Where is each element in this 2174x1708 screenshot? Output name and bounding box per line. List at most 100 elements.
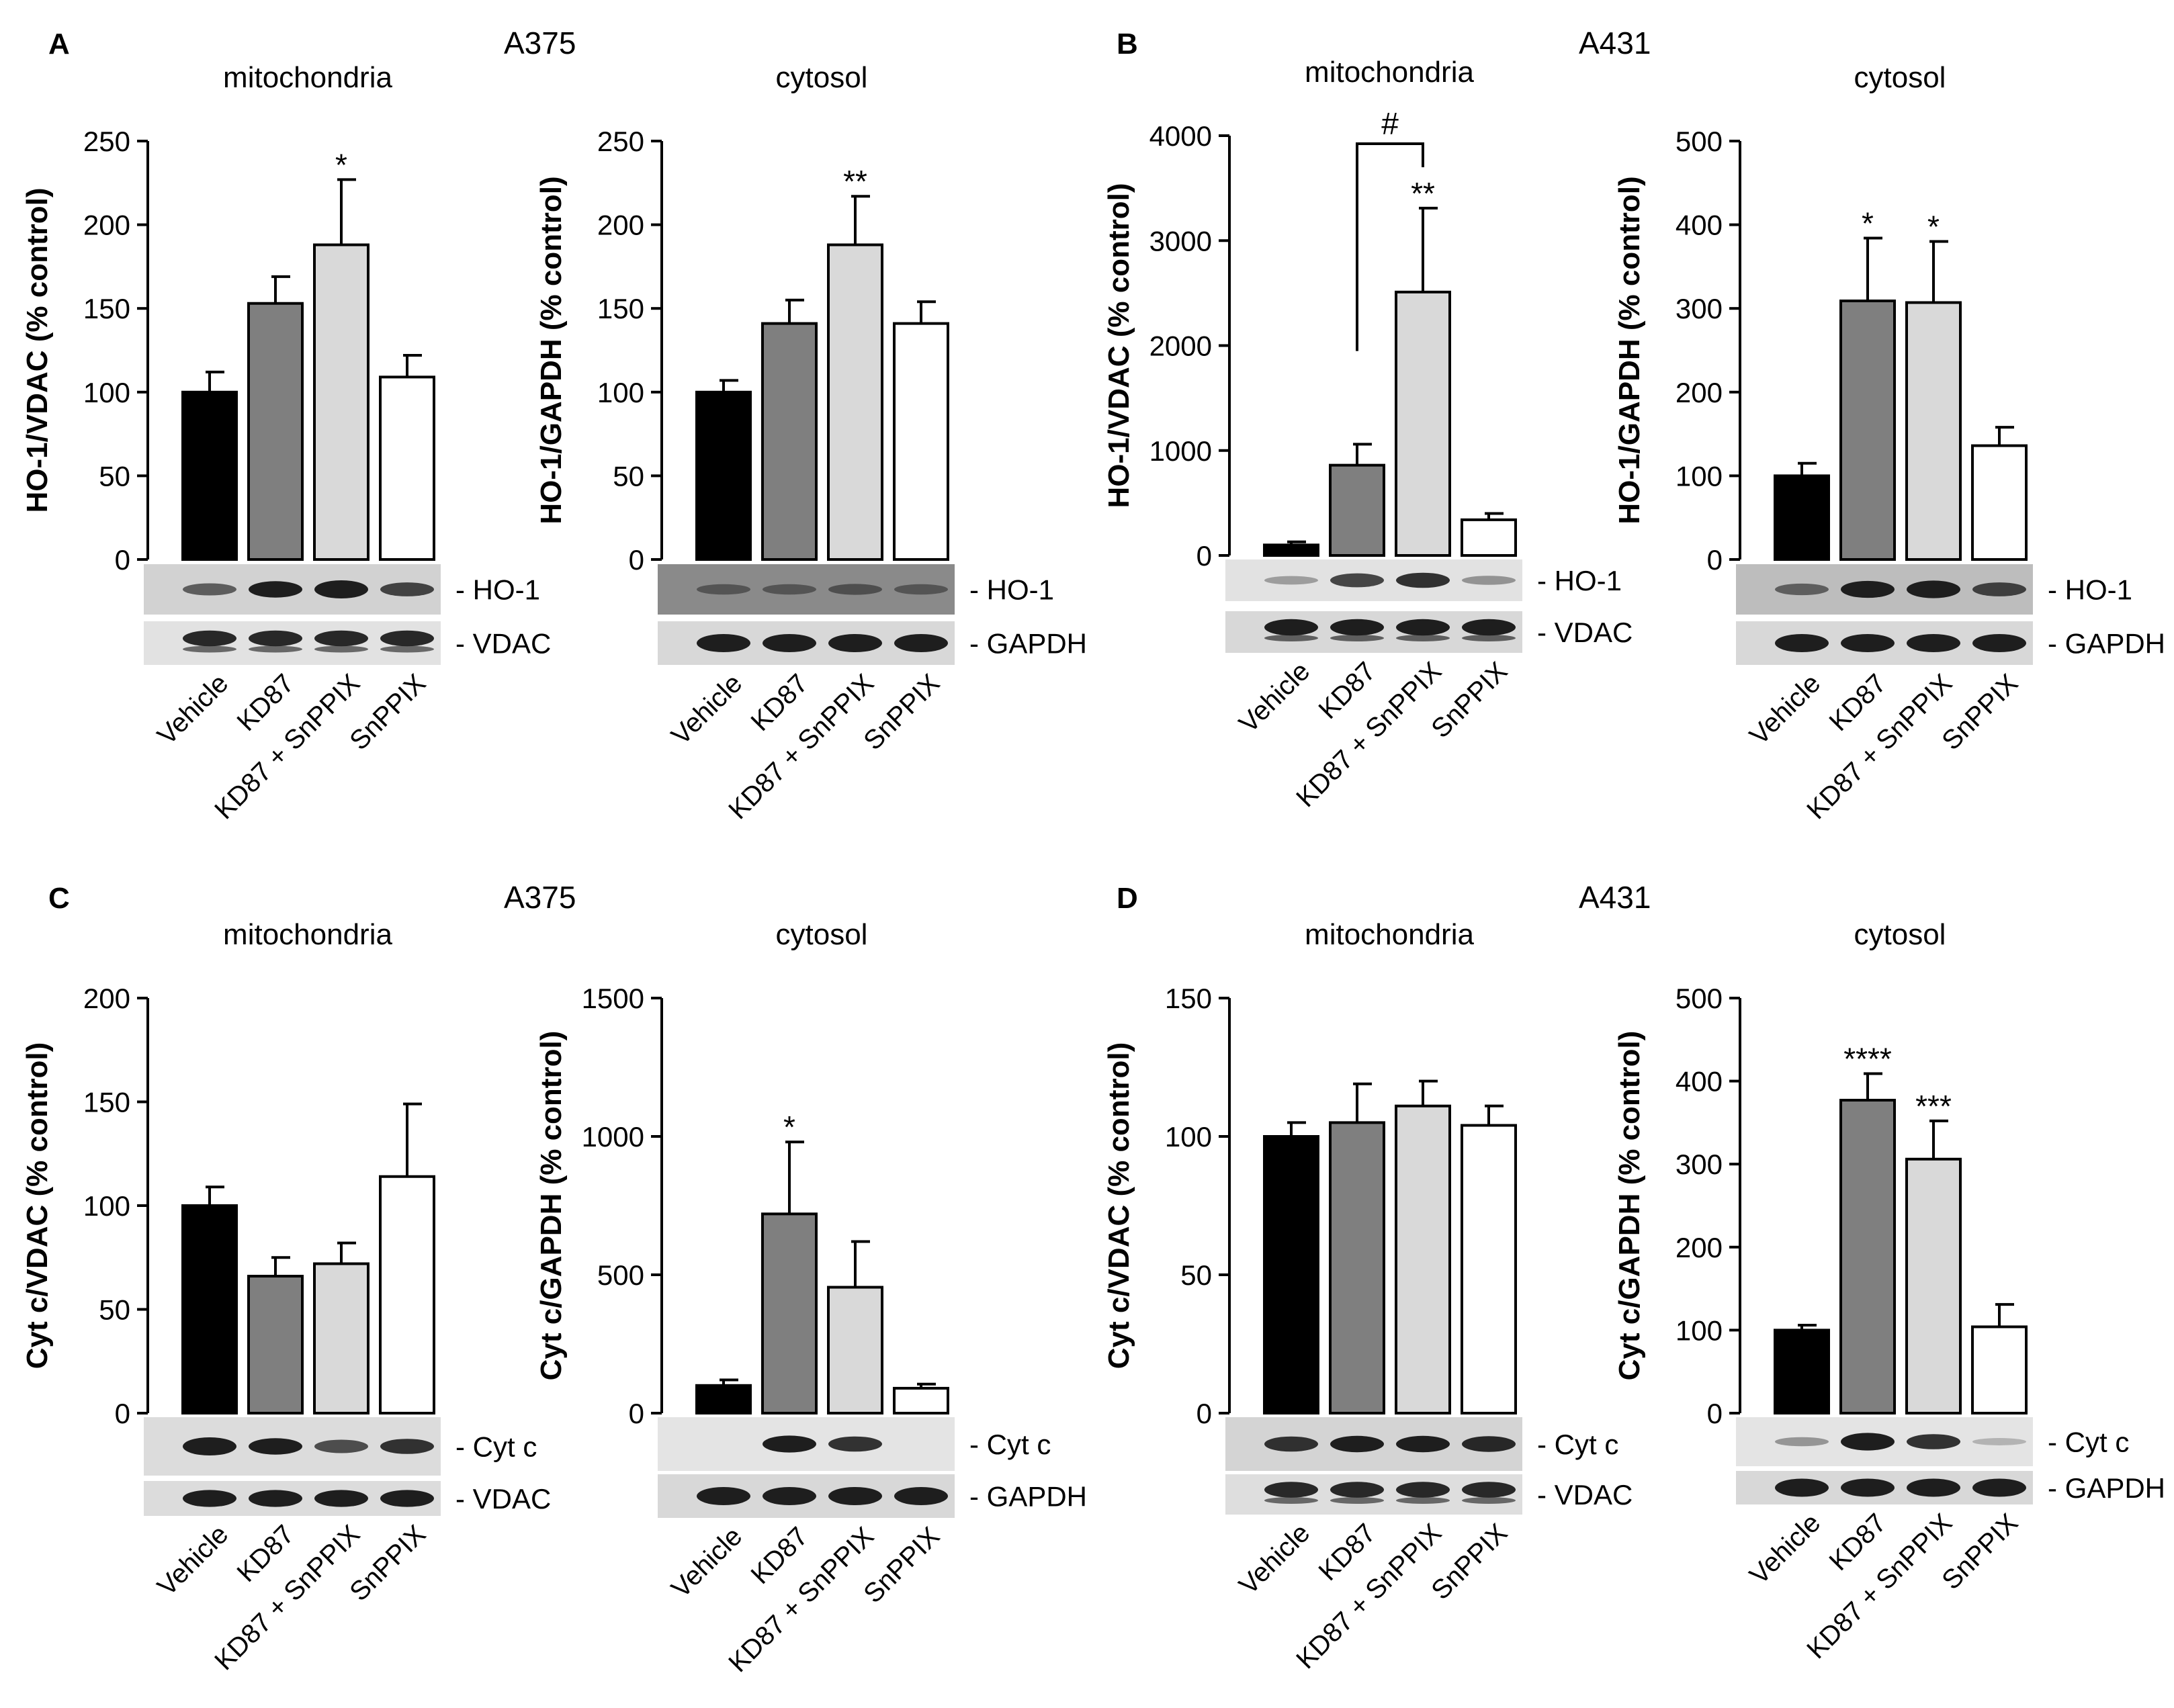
- y-axis-label: HO-1/GAPDH (% control): [535, 176, 568, 524]
- charts-layer: mitochondria 0 50 100 150 200 250 HO-1/VDAC (% …: [21, 56, 2165, 1678]
- blot-band: [1396, 619, 1450, 636]
- blot-strip-vdac: - VDAC: [1225, 611, 1633, 653]
- y-tick-label: 300: [1676, 293, 1723, 324]
- blot-band: [1396, 635, 1450, 641]
- bar-snppix: [1971, 444, 2028, 561]
- bar-vehicle: [1774, 1329, 1830, 1415]
- bar-kd87-snppix: [1905, 1157, 1962, 1415]
- blot-strip-gapdh: - GAPDH: [658, 1474, 1087, 1518]
- blot-band: [249, 581, 302, 598]
- blot-strip-vdac: - VDAC: [1225, 1474, 1633, 1515]
- blot-strip-ho-1: - HO-1: [144, 564, 540, 615]
- bar-snppix: [893, 322, 949, 561]
- y-axis-label: Cyt c/GAPDH (% control): [1613, 1031, 1646, 1381]
- y-tick-label: 0: [1707, 1398, 1723, 1429]
- y-tick-label: 100: [1676, 460, 1723, 492]
- y-tick-label: 1000: [582, 1121, 644, 1153]
- bar-vehicle: [695, 1384, 752, 1415]
- chart-title: mitochondria: [223, 918, 392, 951]
- blot-band: [1907, 580, 1960, 598]
- bar-kd87: [761, 322, 818, 561]
- blot-band: [1264, 619, 1318, 636]
- y-tick-label: 1000: [1149, 435, 1212, 467]
- blot-band: [1775, 633, 1829, 653]
- y-tick-label: 200: [1676, 377, 1723, 408]
- comparison-bracket: [1356, 142, 1424, 351]
- blot-label: - HO-1: [2048, 574, 2132, 606]
- y-tick-label: 50: [99, 1294, 130, 1326]
- blot-strip-cyt-c: - Cyt c: [1736, 1417, 2129, 1466]
- blot-strip-vdac: - VDAC: [144, 621, 551, 665]
- bar-kd87-snppix: [827, 1286, 883, 1415]
- blot-band: [894, 633, 948, 653]
- blot-band: [828, 633, 882, 653]
- bar-kd87-snppix: [313, 1262, 369, 1415]
- blot-label: - GAPDH: [2048, 628, 2165, 660]
- blot-label: - GAPDH: [969, 628, 1087, 660]
- blot-band: [1462, 1497, 1516, 1504]
- bar-vehicle: [695, 390, 752, 561]
- blot-label: - Cyt c: [1537, 1429, 1618, 1460]
- bar-kd87: [247, 302, 304, 561]
- blot-band: [1264, 1482, 1318, 1498]
- blot-strip-gapdh: - GAPDH: [658, 621, 1087, 665]
- bar-vehicle: [181, 1204, 238, 1414]
- y-tick-label: 400: [1676, 1066, 1723, 1097]
- blot-band: [249, 1438, 302, 1455]
- blot-band: [1396, 1497, 1450, 1504]
- blot-band: [1462, 1482, 1516, 1498]
- y-tick-label: 0: [629, 544, 644, 576]
- panel-letter-a: A: [48, 28, 70, 60]
- y-tick-label: 0: [115, 1398, 130, 1429]
- blot-band: [828, 584, 882, 595]
- blot-strip-ho-1: - HO-1: [1736, 564, 2132, 615]
- blot-label: - VDAC: [1537, 617, 1633, 648]
- blot-band: [1462, 635, 1516, 641]
- bar-kd87-snppix: [1905, 301, 1962, 561]
- cell-line-label-c: A375: [504, 880, 576, 915]
- blot-label: - VDAC: [455, 628, 551, 660]
- y-tick-label: 200: [1676, 1232, 1723, 1263]
- significance-mark: **: [1411, 176, 1435, 211]
- blot-band: [1330, 1497, 1384, 1504]
- y-tick-label: 3000: [1149, 225, 1212, 257]
- blot-band: [183, 1437, 236, 1456]
- blot-band: [183, 630, 236, 647]
- y-axis-label: Cyt c/VDAC (% control): [1102, 1042, 1135, 1369]
- blot-band: [1264, 1436, 1318, 1452]
- blot-strip-gapdh: - GAPDH: [1736, 621, 2165, 665]
- blot-band: [1775, 583, 1829, 596]
- blot-label: - VDAC: [455, 1483, 551, 1515]
- significance-mark: *: [1927, 210, 1940, 244]
- blot-band: [380, 1439, 434, 1454]
- blot-band: [697, 1486, 750, 1506]
- bar-kd87-snppix: [1395, 290, 1451, 557]
- blot-band: [1972, 582, 2026, 596]
- bar-snppix: [1461, 1124, 1517, 1415]
- significance-mark: *: [783, 1110, 795, 1144]
- blot-band: [1841, 1433, 1895, 1451]
- blot-band: [183, 645, 236, 653]
- bar-kd87: [1839, 1099, 1896, 1414]
- bar-snppix: [1461, 518, 1517, 557]
- blot-band: [828, 1486, 882, 1506]
- y-tick-label: 200: [597, 210, 644, 241]
- blot-band: [1330, 619, 1384, 636]
- blot-band: [183, 1490, 236, 1507]
- blot-label: - Cyt c: [2048, 1427, 2129, 1458]
- y-axis-label: Cyt c/VDAC (% control): [21, 1042, 54, 1369]
- y-tick-label: 0: [629, 1398, 644, 1429]
- blot-band: [1330, 1482, 1384, 1498]
- blot-strip-gapdh: - GAPDH: [1736, 1471, 2165, 1504]
- blot-band: [314, 1490, 368, 1507]
- blot-band: [894, 584, 948, 595]
- chart-title: mitochondria: [1305, 56, 1474, 89]
- bar-kd87-snppix: [313, 243, 369, 561]
- y-tick-label: 100: [83, 1190, 130, 1222]
- blot-band: [380, 630, 434, 647]
- y-axis-label: HO-1/VDAC (% control): [1102, 183, 1135, 508]
- y-tick-label: 100: [1165, 1121, 1212, 1153]
- significance-mark: ***: [1915, 1089, 1952, 1124]
- bar-snppix: [379, 375, 435, 561]
- blot-band: [1775, 1437, 1829, 1447]
